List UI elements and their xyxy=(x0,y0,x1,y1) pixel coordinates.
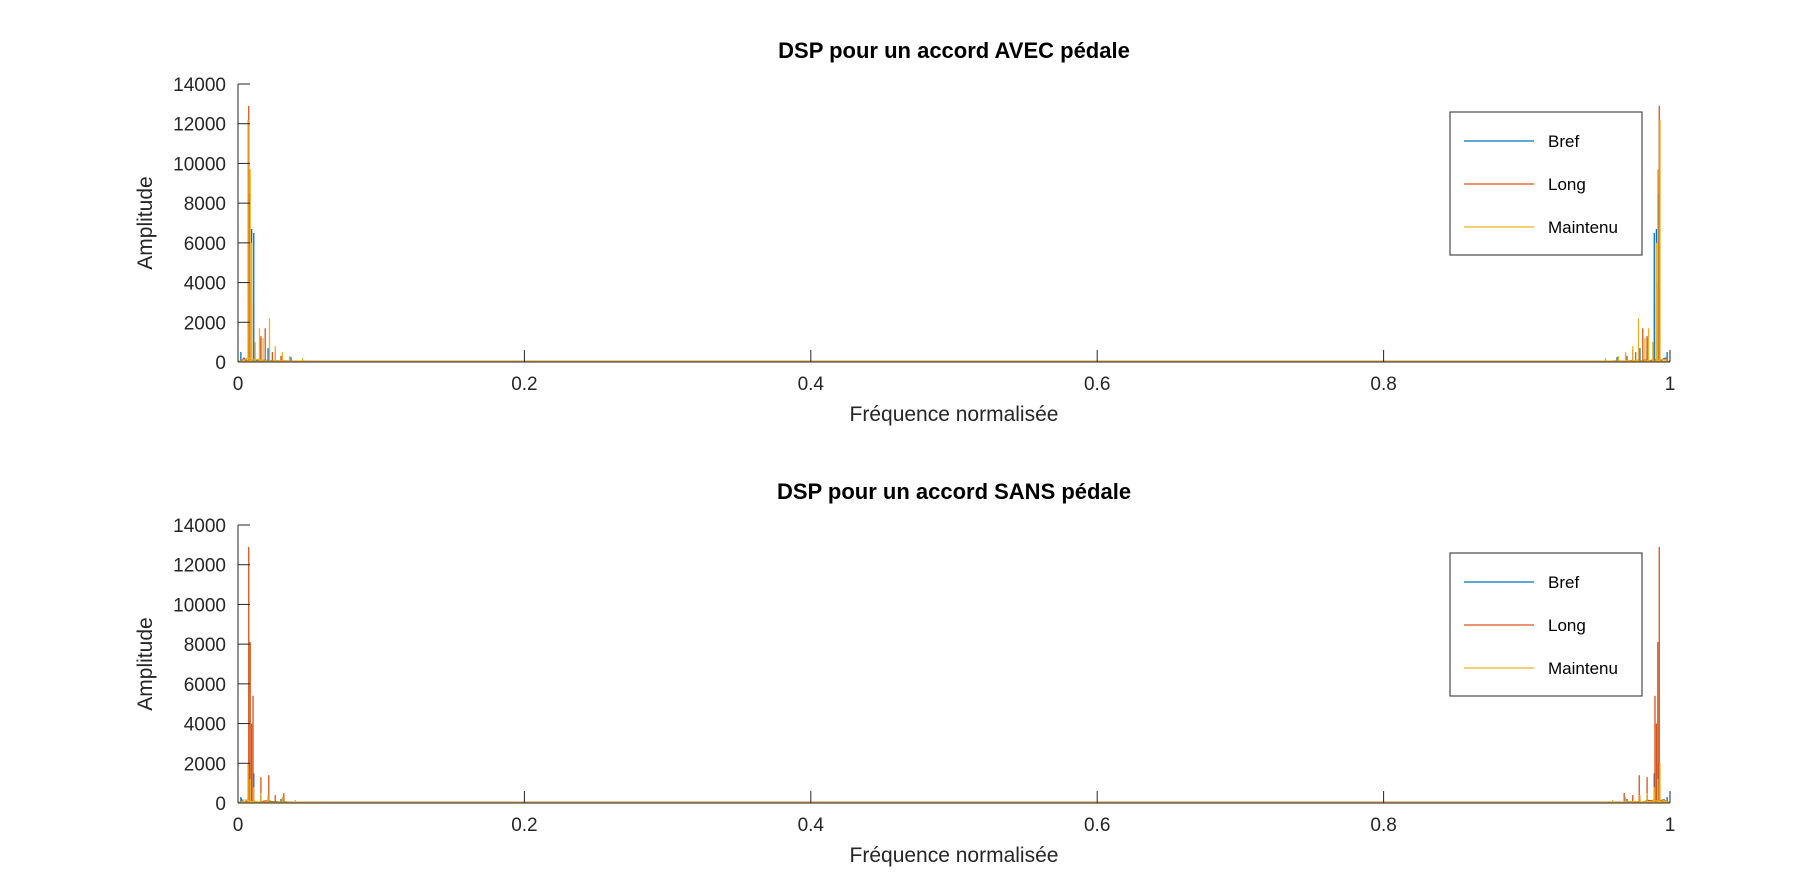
legend-label-bref: Bref xyxy=(1548,132,1579,151)
legend-label-maintenu: Maintenu xyxy=(1548,659,1618,678)
y-tick-label: 10000 xyxy=(173,154,226,175)
y-tick-label: 6000 xyxy=(184,675,226,696)
y-tick-label: 2000 xyxy=(184,754,226,775)
legend: Bref Long Maintenu xyxy=(1450,553,1642,696)
x-tick-label: 1 xyxy=(1665,815,1676,836)
subplot-1: DSP pour un accord AVEC pédale 0 2000 4000 6… xyxy=(134,38,1675,426)
subplot-2: DSP pour un accord SANS pédale 0 2000 4000 6… xyxy=(134,479,1675,867)
legend: Bref Long Maintenu xyxy=(1450,112,1642,255)
x-tick-label: 0 xyxy=(233,374,244,395)
x-tick-label: 0 xyxy=(233,815,244,836)
x-tick-label: 0.4 xyxy=(798,374,825,395)
chart-title: DSP pour un accord AVEC pédale xyxy=(778,38,1130,63)
y-tick-label: 14000 xyxy=(173,75,226,96)
y-tick-label: 0 xyxy=(215,794,226,815)
x-tick-label: 0.6 xyxy=(1084,374,1110,395)
x-axis-label: Fréquence normalisée xyxy=(850,844,1059,867)
x-tick-label: 0.2 xyxy=(511,815,537,836)
y-tick-label: 6000 xyxy=(184,234,226,255)
series-maintenu xyxy=(238,763,1670,803)
y-tick-label: 4000 xyxy=(184,274,226,295)
y-tick-label: 8000 xyxy=(184,194,226,215)
y-tick-label: 12000 xyxy=(173,556,226,577)
x-tick-label: 0.8 xyxy=(1370,374,1396,395)
legend-label-bref: Bref xyxy=(1548,573,1579,592)
x-tick-label: 1 xyxy=(1665,374,1676,395)
y-tick-label: 2000 xyxy=(184,313,226,334)
y-tick-label: 8000 xyxy=(184,635,226,656)
y-tick-label: 12000 xyxy=(173,115,226,136)
x-tick-label: 0.6 xyxy=(1084,815,1110,836)
x-tick-label: 0.2 xyxy=(511,374,537,395)
y-axis-label: Amplitude xyxy=(134,176,157,269)
x-tick-label: 0.4 xyxy=(798,815,825,836)
y-axis-label: Amplitude xyxy=(134,617,157,710)
y-tick-label: 0 xyxy=(215,353,226,374)
legend-label-long: Long xyxy=(1548,616,1586,635)
x-axis-label: Fréquence normalisée xyxy=(850,403,1059,426)
y-tick-label: 4000 xyxy=(184,715,226,736)
series-bref xyxy=(238,763,1670,803)
legend-label-long: Long xyxy=(1548,175,1586,194)
x-tick-label: 0.8 xyxy=(1370,815,1396,836)
legend-label-maintenu: Maintenu xyxy=(1548,218,1618,237)
y-tick-label: 14000 xyxy=(173,516,226,537)
y-tick-label: 10000 xyxy=(173,595,226,616)
chart-title: DSP pour un accord SANS pédale xyxy=(777,479,1131,504)
